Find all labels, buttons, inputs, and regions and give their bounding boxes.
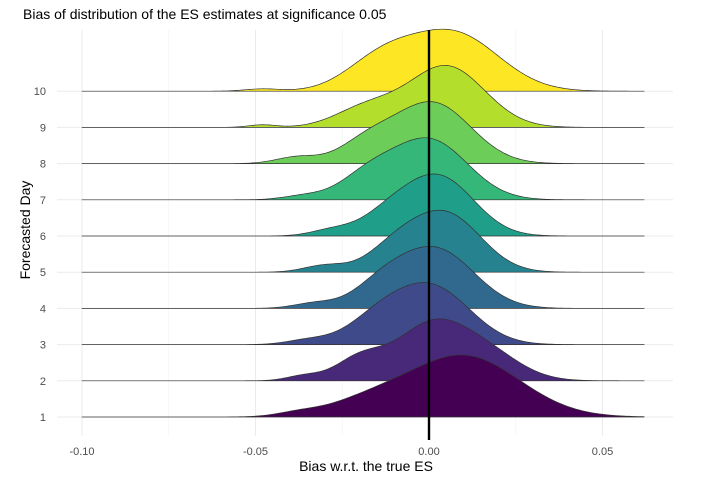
x-tick-label: -0.05 — [243, 446, 268, 458]
x-axis-tick-labels: -0.10 -0.05 0.00 0.05 — [69, 446, 613, 458]
y-tick-label: 6 — [40, 231, 46, 243]
ridge-day-3 — [81, 282, 645, 345]
y-axis-tick-labels: 10 9 8 7 6 5 4 3 2 1 — [34, 86, 46, 424]
y-tick-label: 7 — [40, 195, 46, 207]
ridge-day-4 — [81, 246, 645, 309]
x-axis-title: Bias w.r.t. the true ES — [299, 458, 433, 474]
y-tick-label: 5 — [40, 267, 46, 279]
ridge-day-2 — [81, 318, 645, 382]
y-tick-label: 10 — [34, 86, 46, 98]
x-tick-label: 0.00 — [418, 446, 439, 458]
y-tick-label: 9 — [40, 122, 46, 134]
ridge-day-10 — [81, 28, 645, 92]
y-tick-label: 8 — [40, 159, 46, 171]
ridge-day-9 — [81, 65, 645, 128]
ridge-day-7 — [81, 137, 645, 201]
y-tick-label: 4 — [40, 303, 46, 315]
ridge-day-6 — [81, 173, 645, 237]
y-tick-label: 1 — [40, 412, 46, 424]
y-tick-label: 2 — [40, 376, 46, 388]
chart-title: Bias of distribution of the ES estimates… — [23, 6, 387, 22]
ridge-day-8 — [81, 101, 645, 164]
x-tick-label: -0.10 — [69, 446, 94, 458]
ridge-day-1 — [81, 354, 645, 418]
ridge-day-5 — [81, 209, 645, 273]
y-tick-label: 3 — [40, 340, 46, 352]
y-axis-title: Forecasted Day — [17, 181, 33, 280]
x-tick-label: 0.05 — [592, 446, 613, 458]
ridges — [81, 28, 645, 418]
